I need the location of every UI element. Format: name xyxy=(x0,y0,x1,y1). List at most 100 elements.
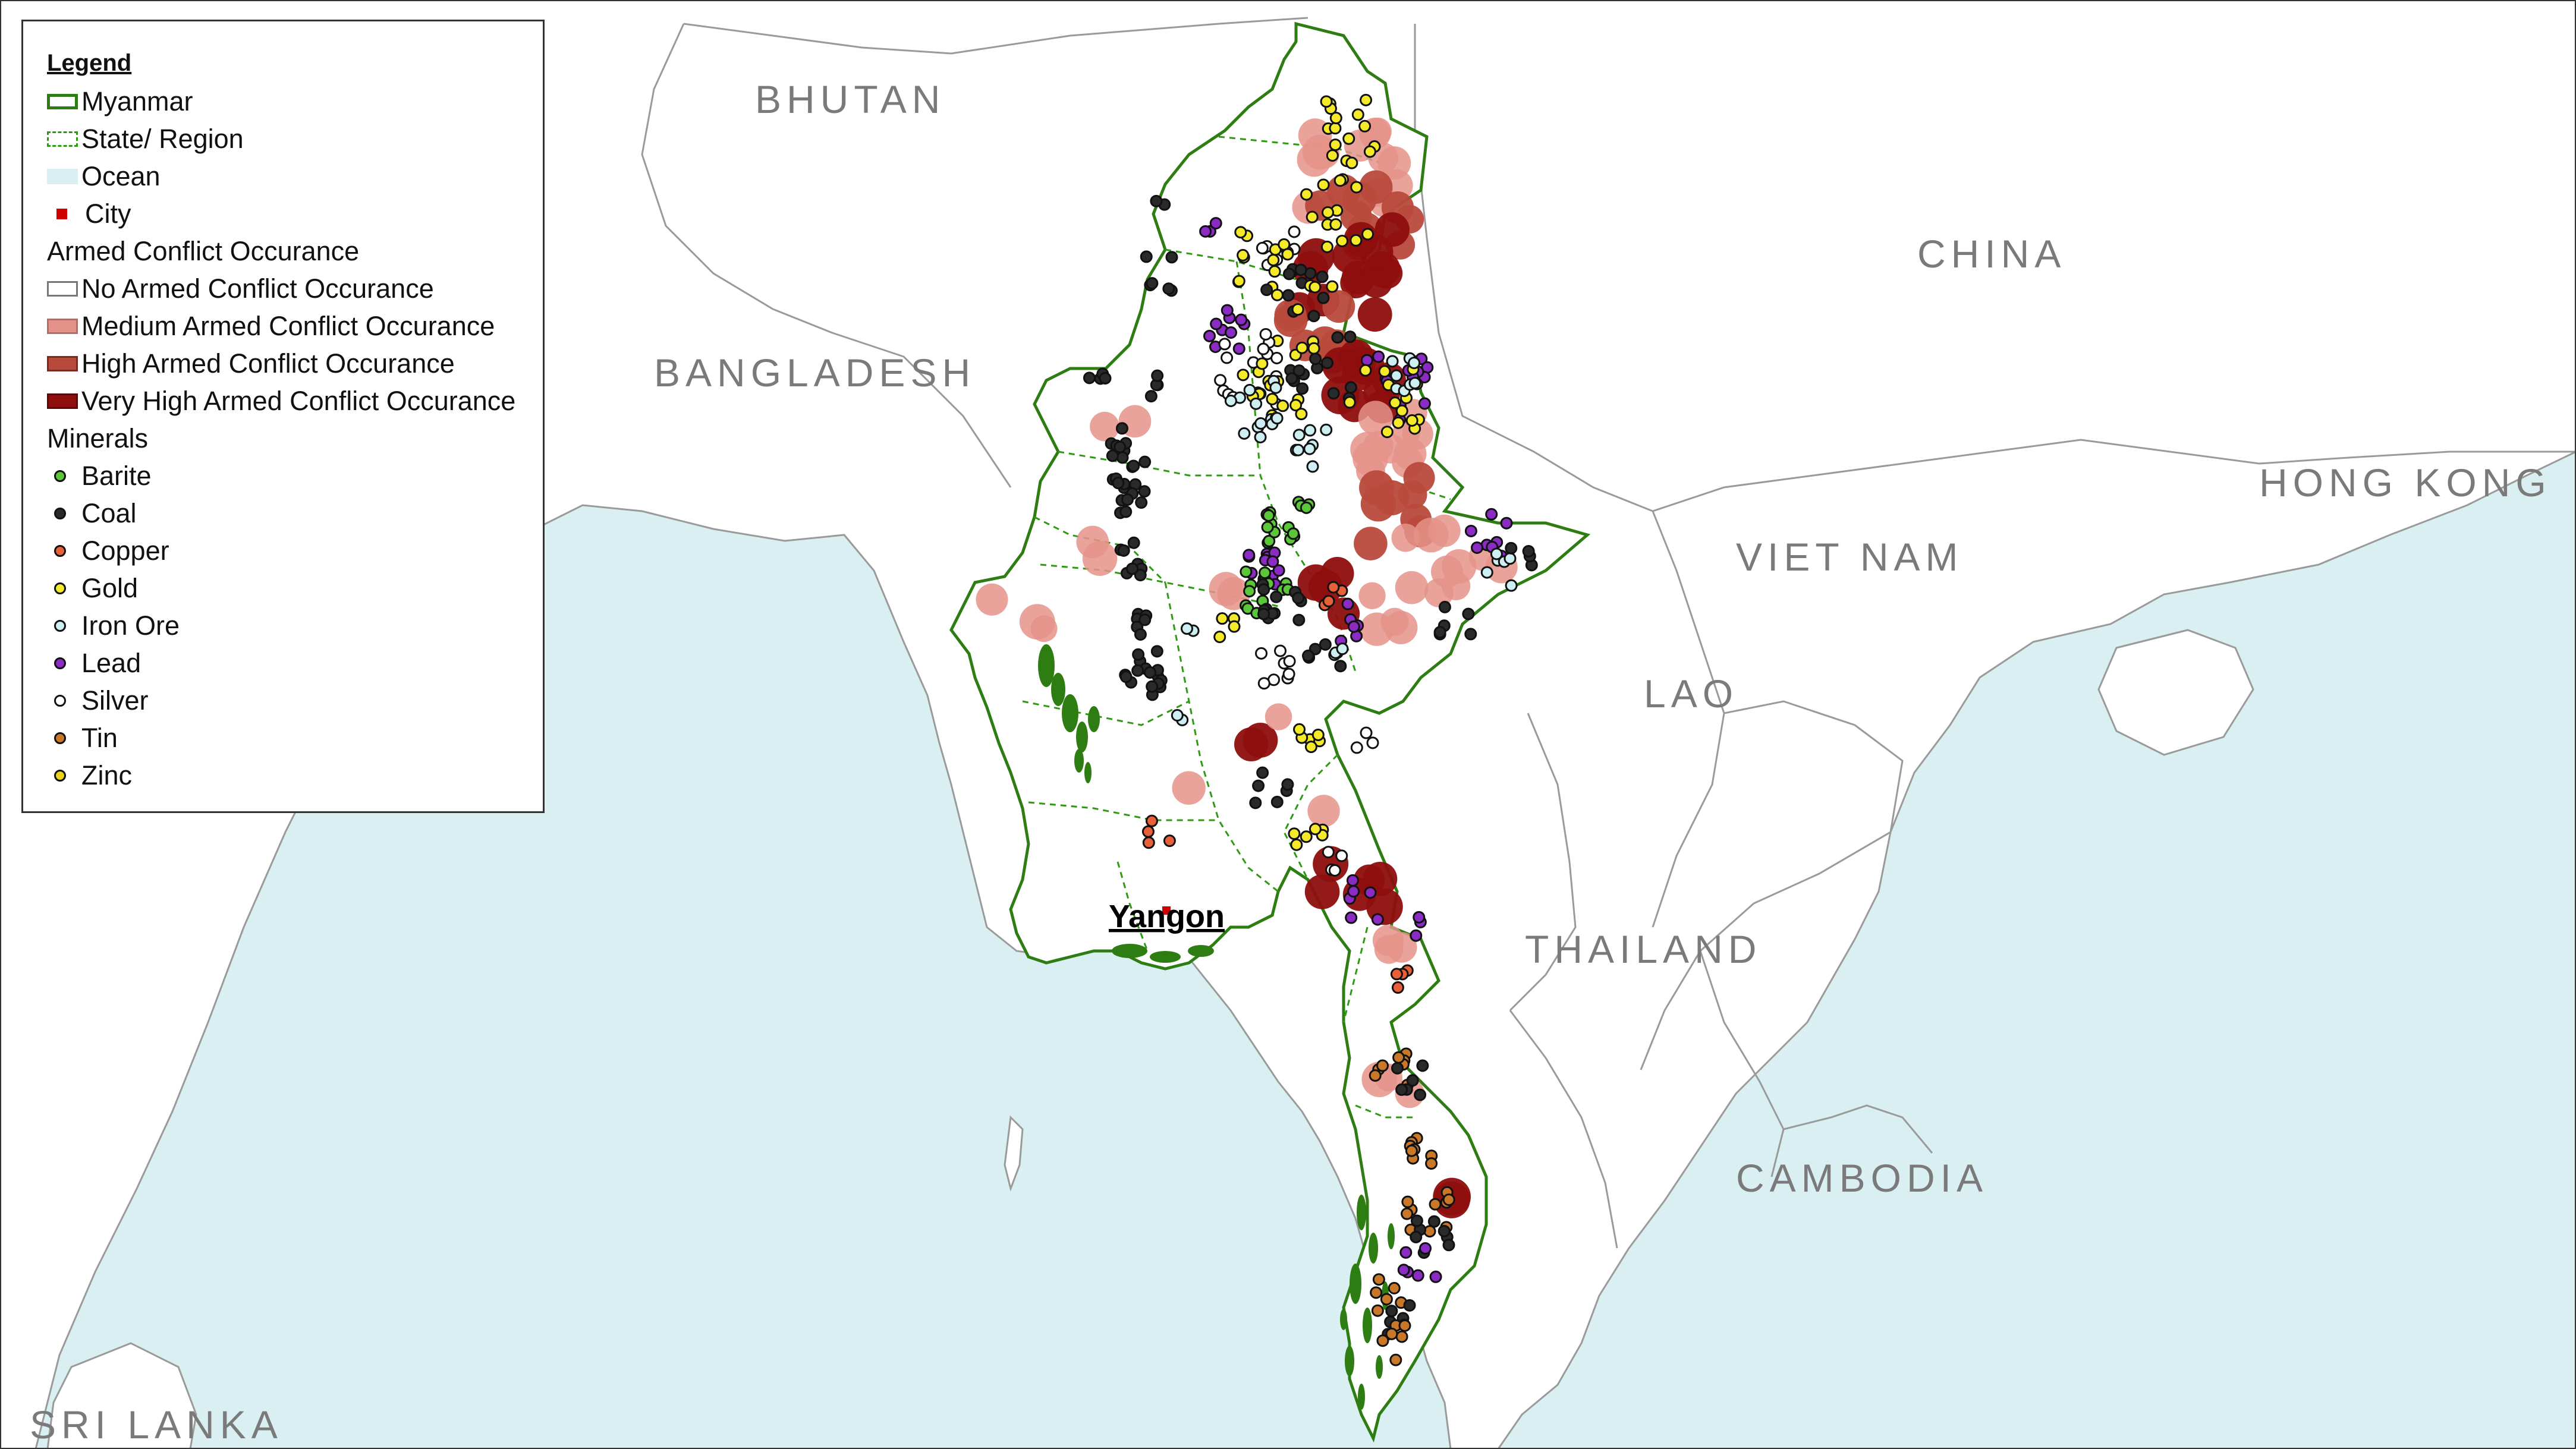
coal-mineral-marker xyxy=(1144,390,1158,403)
copper-mineral-marker xyxy=(1391,981,1404,994)
coal-mineral-marker xyxy=(1138,455,1152,468)
medium-conflict-marker xyxy=(1364,117,1392,146)
coal-mineral-marker xyxy=(1410,1230,1423,1243)
medium-conflict-marker xyxy=(1172,771,1206,805)
silver-mineral-marker xyxy=(1257,677,1270,690)
copper-mineral-marker xyxy=(1141,825,1155,838)
tin-mineral-marker xyxy=(1429,1198,1442,1211)
coal-mineral-marker xyxy=(1391,1061,1404,1075)
coal-mineral-marker xyxy=(1146,277,1159,290)
silver-mineral-marker xyxy=(1335,849,1348,862)
lead-mineral-marker xyxy=(1203,329,1216,342)
legend-item-tin: Tin xyxy=(47,720,118,756)
high-conflict-marker xyxy=(1358,470,1394,505)
coal-mineral-marker xyxy=(1115,422,1128,435)
gold-mineral-marker xyxy=(1329,218,1342,231)
silver-mineral-marker xyxy=(1255,647,1268,660)
tin-mineral-marker xyxy=(1392,1051,1405,1064)
coal-mineral-marker xyxy=(1344,330,1357,344)
iron-mineral-marker xyxy=(1408,357,1421,370)
lead-mineral-marker xyxy=(1419,1242,1432,1255)
label-thailand: THAILAND xyxy=(1525,927,1762,971)
coal-mineral-marker xyxy=(1433,626,1446,639)
lead-mineral-marker xyxy=(1429,1270,1442,1283)
gold-mineral-marker xyxy=(1237,248,1250,262)
coal-mineral-marker xyxy=(1099,371,1112,385)
gold-mineral-marker xyxy=(1317,178,1330,191)
coal-mineral-marker xyxy=(1464,628,1477,641)
gold-mineral-marker xyxy=(1359,364,1372,377)
gold-mineral-marker xyxy=(1361,228,1375,241)
iron-mineral-marker xyxy=(1304,424,1317,437)
gold-mineral-marker xyxy=(1329,122,1342,135)
lead-mineral-marker xyxy=(1345,911,1358,924)
coal-mineral-marker xyxy=(1121,493,1134,506)
coal-mineral-marker xyxy=(1165,251,1178,264)
label-viet-nam: VIET NAM xyxy=(1736,535,1964,579)
coal-mineral-marker xyxy=(1127,536,1140,549)
coal-mineral-marker xyxy=(1134,569,1147,582)
iron-mineral-marker xyxy=(1224,395,1237,408)
coal-mineral-marker xyxy=(1135,496,1148,509)
lead-mineral-marker xyxy=(1209,217,1222,230)
silver-mineral-marker xyxy=(1350,741,1363,754)
legend-label: Copper xyxy=(81,536,169,566)
gold-mineral-marker xyxy=(1351,108,1364,121)
legend-item-iron-ore: Iron Ore xyxy=(47,608,180,644)
lead-mineral-marker xyxy=(1210,317,1223,330)
legend-item-coal: Coal xyxy=(47,496,137,531)
legend-item-gold: Gold xyxy=(47,571,138,606)
legend-label: State/ Region xyxy=(81,124,244,154)
very-high-conflict-marker xyxy=(1357,297,1392,332)
tin-mineral-marker xyxy=(1389,1353,1402,1366)
gold-mineral-marker xyxy=(1306,210,1319,223)
silver-mineral-marker xyxy=(1256,241,1269,254)
barite-mineral-marker xyxy=(1261,521,1274,534)
gold-mineral-marker xyxy=(1268,265,1281,278)
coal-mineral-marker xyxy=(1257,583,1270,596)
copper-mineral-marker xyxy=(1145,814,1158,827)
coal-mineral-marker xyxy=(1307,310,1320,323)
gold-mineral-marker xyxy=(1363,145,1376,158)
silver-mineral-marker xyxy=(1360,726,1373,739)
gold-mineral-marker xyxy=(1309,823,1322,836)
label-bangladesh: BANGLADESH xyxy=(654,351,976,395)
city-square-icon xyxy=(56,209,67,219)
gold-mineral-marker xyxy=(1320,240,1333,253)
legend-item-barite: Barite xyxy=(47,458,152,494)
iron-mineral-marker xyxy=(1390,369,1403,382)
tin-mineral-marker xyxy=(1376,1059,1389,1072)
coal-mineral-marker xyxy=(1150,194,1163,207)
lead-mineral-marker xyxy=(1399,1246,1413,1259)
legend-label: Ocean xyxy=(81,161,161,191)
coal-mineral-marker xyxy=(1442,1239,1455,1252)
barite-mineral-marker xyxy=(1262,509,1275,522)
tin-mineral-marker xyxy=(1405,1144,1418,1157)
legend-item-lead: Lead xyxy=(47,645,141,681)
lead-mineral-marker xyxy=(1372,350,1385,363)
gold-mineral-marker xyxy=(1343,396,1356,409)
gold-mineral-marker xyxy=(1228,620,1241,633)
tin-mineral-marker xyxy=(1380,1293,1393,1306)
coal-mineral-marker xyxy=(1385,1305,1398,1318)
lead-dot-icon xyxy=(54,657,66,669)
lead-mineral-marker xyxy=(1371,913,1384,926)
silver-mineral-marker xyxy=(1328,864,1341,877)
lead-mineral-marker xyxy=(1413,911,1426,924)
gold-mineral-marker xyxy=(1342,132,1355,145)
gold-mineral-marker xyxy=(1333,174,1347,187)
lead-mineral-marker xyxy=(1364,886,1377,899)
myanmar-outline-icon xyxy=(47,94,78,109)
coal-mineral-marker xyxy=(1282,289,1295,302)
lead-mineral-marker xyxy=(1347,620,1360,633)
iron-mineral-marker xyxy=(1171,709,1184,722)
legend-label: Tin xyxy=(81,723,118,753)
legend-label: No Armed Conflict Occurance xyxy=(81,273,434,304)
very-high-conflict-marker xyxy=(1304,874,1340,909)
lead-mineral-marker xyxy=(1346,874,1359,887)
zinc-dot-icon xyxy=(54,770,66,782)
coal-mineral-marker xyxy=(1138,613,1152,626)
tin-mineral-marker xyxy=(1369,1069,1382,1082)
coal-mineral-marker xyxy=(1321,357,1334,370)
silver-mineral-marker xyxy=(1322,846,1335,859)
